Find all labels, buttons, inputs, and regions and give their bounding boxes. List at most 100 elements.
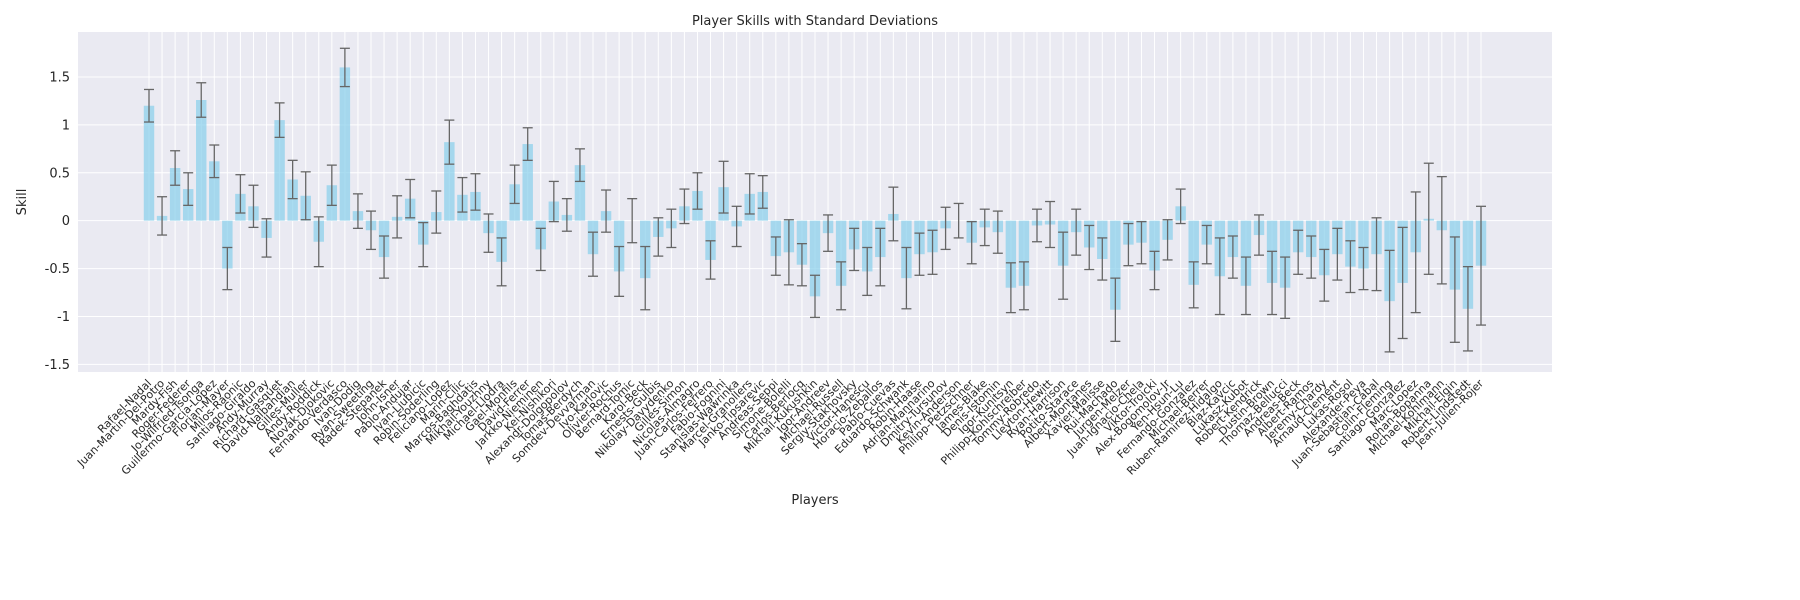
error-bar	[953, 202, 964, 239]
bar	[522, 144, 533, 221]
error-bar	[1384, 249, 1395, 353]
error-bar	[1201, 224, 1212, 265]
error-bar	[666, 208, 677, 249]
y-tick-label: -1	[57, 310, 70, 325]
bar	[1462, 220, 1474, 309]
error-bar	[927, 229, 938, 275]
error-bar	[1136, 220, 1147, 265]
error-bar	[1410, 191, 1421, 314]
error-bar	[1319, 248, 1330, 302]
x-axis-label: Players	[791, 493, 838, 508]
error-bar	[1345, 240, 1356, 294]
error-bar	[313, 216, 324, 268]
error-bar	[796, 243, 807, 287]
error-bar	[1045, 200, 1056, 249]
error-bar	[1071, 208, 1082, 256]
y-tick-label: 0.5	[49, 166, 70, 181]
bar	[809, 220, 821, 297]
error-bar	[1214, 237, 1225, 316]
error-bar	[692, 172, 703, 210]
error-bar	[914, 232, 925, 276]
error-bar	[222, 246, 233, 291]
bar	[1110, 220, 1121, 310]
y-tick-label: -1.5	[45, 358, 70, 373]
error-bar	[588, 231, 598, 277]
error-bar	[849, 227, 860, 272]
error-bar	[1332, 227, 1343, 281]
bar	[1149, 220, 1160, 271]
error-bar	[522, 127, 533, 161]
error-bar	[823, 214, 834, 252]
error-bar	[1306, 235, 1317, 279]
error-bar	[196, 82, 207, 118]
error-bar	[731, 205, 742, 248]
y-axis-label: Skill	[15, 189, 30, 216]
error-bar	[836, 261, 847, 311]
y-tick-label: 0	[62, 214, 70, 229]
error-bar	[274, 102, 285, 139]
bar	[339, 67, 351, 221]
error-bar	[483, 213, 494, 253]
error-bar	[940, 206, 951, 251]
error-bar	[261, 218, 272, 258]
error-bar	[183, 172, 194, 207]
error-bar	[431, 190, 442, 234]
error-bar	[862, 246, 873, 297]
error-bar	[1280, 256, 1291, 320]
error-bar	[366, 210, 376, 251]
error-bar	[757, 175, 768, 209]
error-bar	[1110, 277, 1121, 343]
error-bar	[287, 159, 298, 200]
bar	[1240, 220, 1252, 286]
error-bar	[1293, 229, 1304, 275]
bar	[444, 142, 455, 221]
error-bar	[653, 217, 664, 257]
error-bar	[1149, 250, 1160, 291]
error-bar	[966, 220, 977, 265]
error-bar	[888, 186, 899, 242]
y-tick-label: -0.5	[45, 262, 70, 277]
error-bar	[1397, 226, 1408, 340]
bar	[287, 179, 298, 221]
bar	[209, 161, 220, 221]
error-bar	[1449, 236, 1460, 343]
bar	[169, 168, 181, 221]
error-bar	[1175, 188, 1186, 225]
error-bar	[1476, 205, 1486, 326]
error-bar	[561, 197, 572, 232]
error-bar	[1084, 224, 1095, 271]
error-bar	[1358, 246, 1369, 291]
error-bar	[418, 221, 429, 268]
error-bar	[627, 197, 638, 244]
bar	[1279, 220, 1291, 288]
error-bar	[157, 196, 168, 236]
error-bar	[1267, 250, 1278, 316]
error-bar	[457, 176, 468, 213]
bar	[274, 120, 285, 221]
error-bar	[718, 160, 729, 214]
error-bar	[1227, 235, 1238, 279]
error-bar	[170, 150, 181, 186]
error-bar	[1058, 231, 1069, 300]
error-bar	[535, 227, 546, 272]
error-bar	[300, 171, 311, 221]
error-bar	[1123, 222, 1134, 267]
bar	[222, 220, 233, 269]
error-bar	[509, 164, 520, 205]
error-bar	[548, 180, 559, 223]
error-bar	[1188, 261, 1199, 309]
error-bar	[640, 245, 651, 311]
error-bar	[248, 184, 259, 229]
error-bar	[705, 240, 716, 280]
error-bar	[1018, 261, 1029, 311]
error-bar	[352, 193, 363, 229]
bar	[835, 220, 847, 286]
bar	[1018, 220, 1030, 286]
error-bar	[744, 173, 755, 215]
error-bar	[783, 219, 794, 286]
chart-title: Player Skills with Standard Deviations	[692, 14, 938, 29]
error-bar	[339, 47, 350, 88]
bar	[143, 105, 155, 221]
error-bar	[405, 178, 416, 219]
